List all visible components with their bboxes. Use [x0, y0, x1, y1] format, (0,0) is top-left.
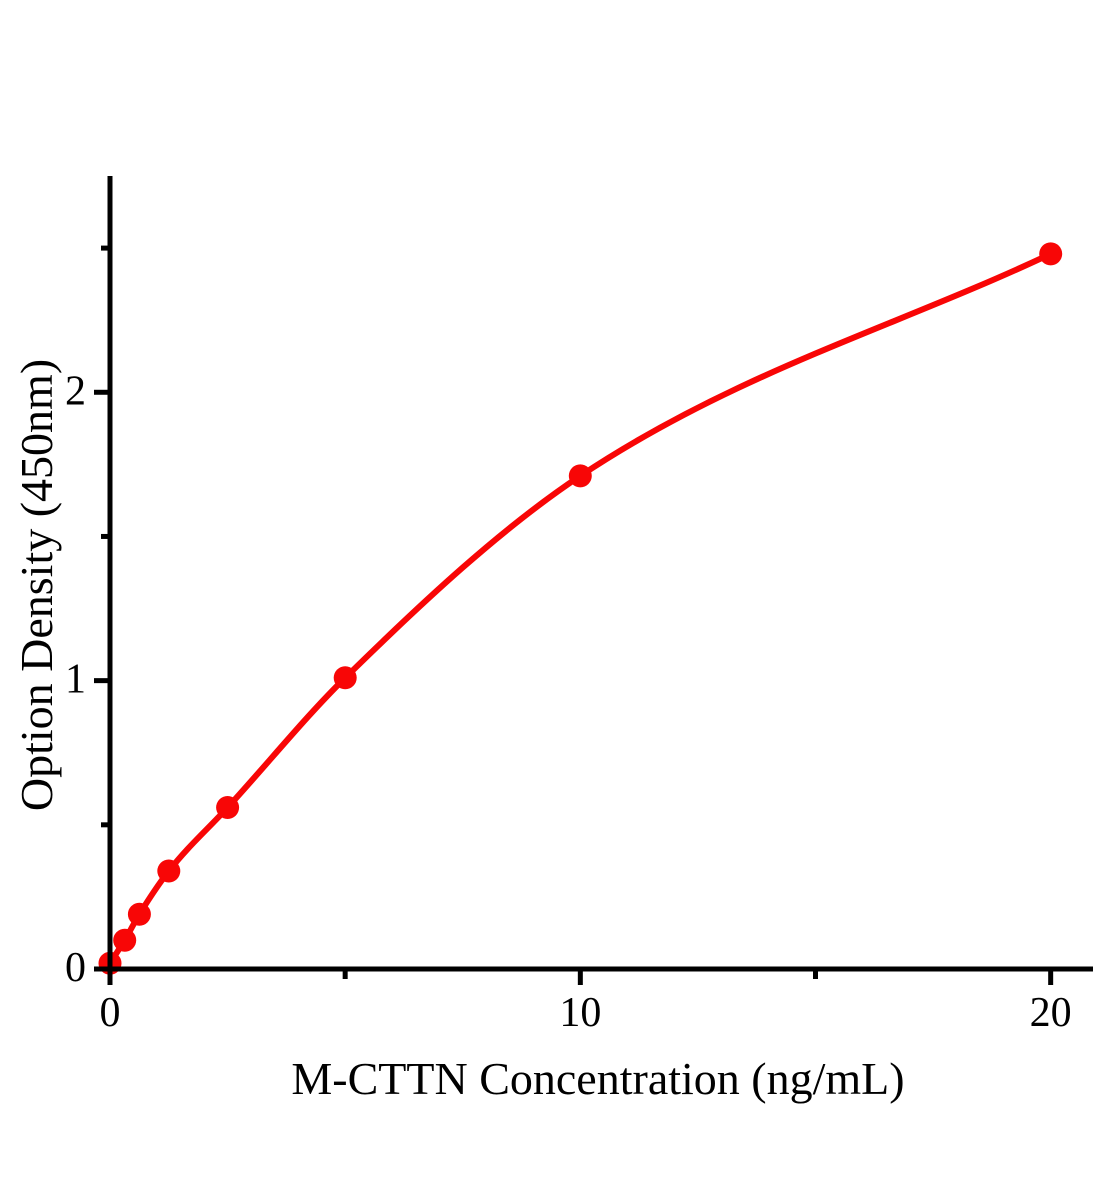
data-points [98, 242, 1063, 975]
y-axis-title: Option Density (450nm) [11, 359, 62, 811]
data-point [216, 796, 240, 819]
y-tick-label: 0 [65, 945, 86, 991]
data-point [127, 902, 151, 926]
tick-labels: 0 10 20 0 1 2 [65, 368, 1072, 1036]
data-point [568, 464, 592, 488]
x-tick-label: 0 [100, 990, 121, 1036]
x-tick-label: 20 [1030, 990, 1072, 1036]
fitted-curve [107, 250, 1054, 967]
data-point [1039, 242, 1063, 266]
x-tick-label: 10 [559, 990, 601, 1036]
data-point [333, 666, 357, 690]
y-tick-label: 2 [65, 368, 86, 414]
axis-spines [94, 176, 1093, 985]
y-tick-label: 1 [65, 657, 86, 703]
axes [94, 176, 1093, 985]
x-axis-title: M-CTTN Concentration (ng/mL) [291, 1053, 904, 1104]
data-point [157, 859, 181, 883]
data-point [113, 928, 137, 952]
